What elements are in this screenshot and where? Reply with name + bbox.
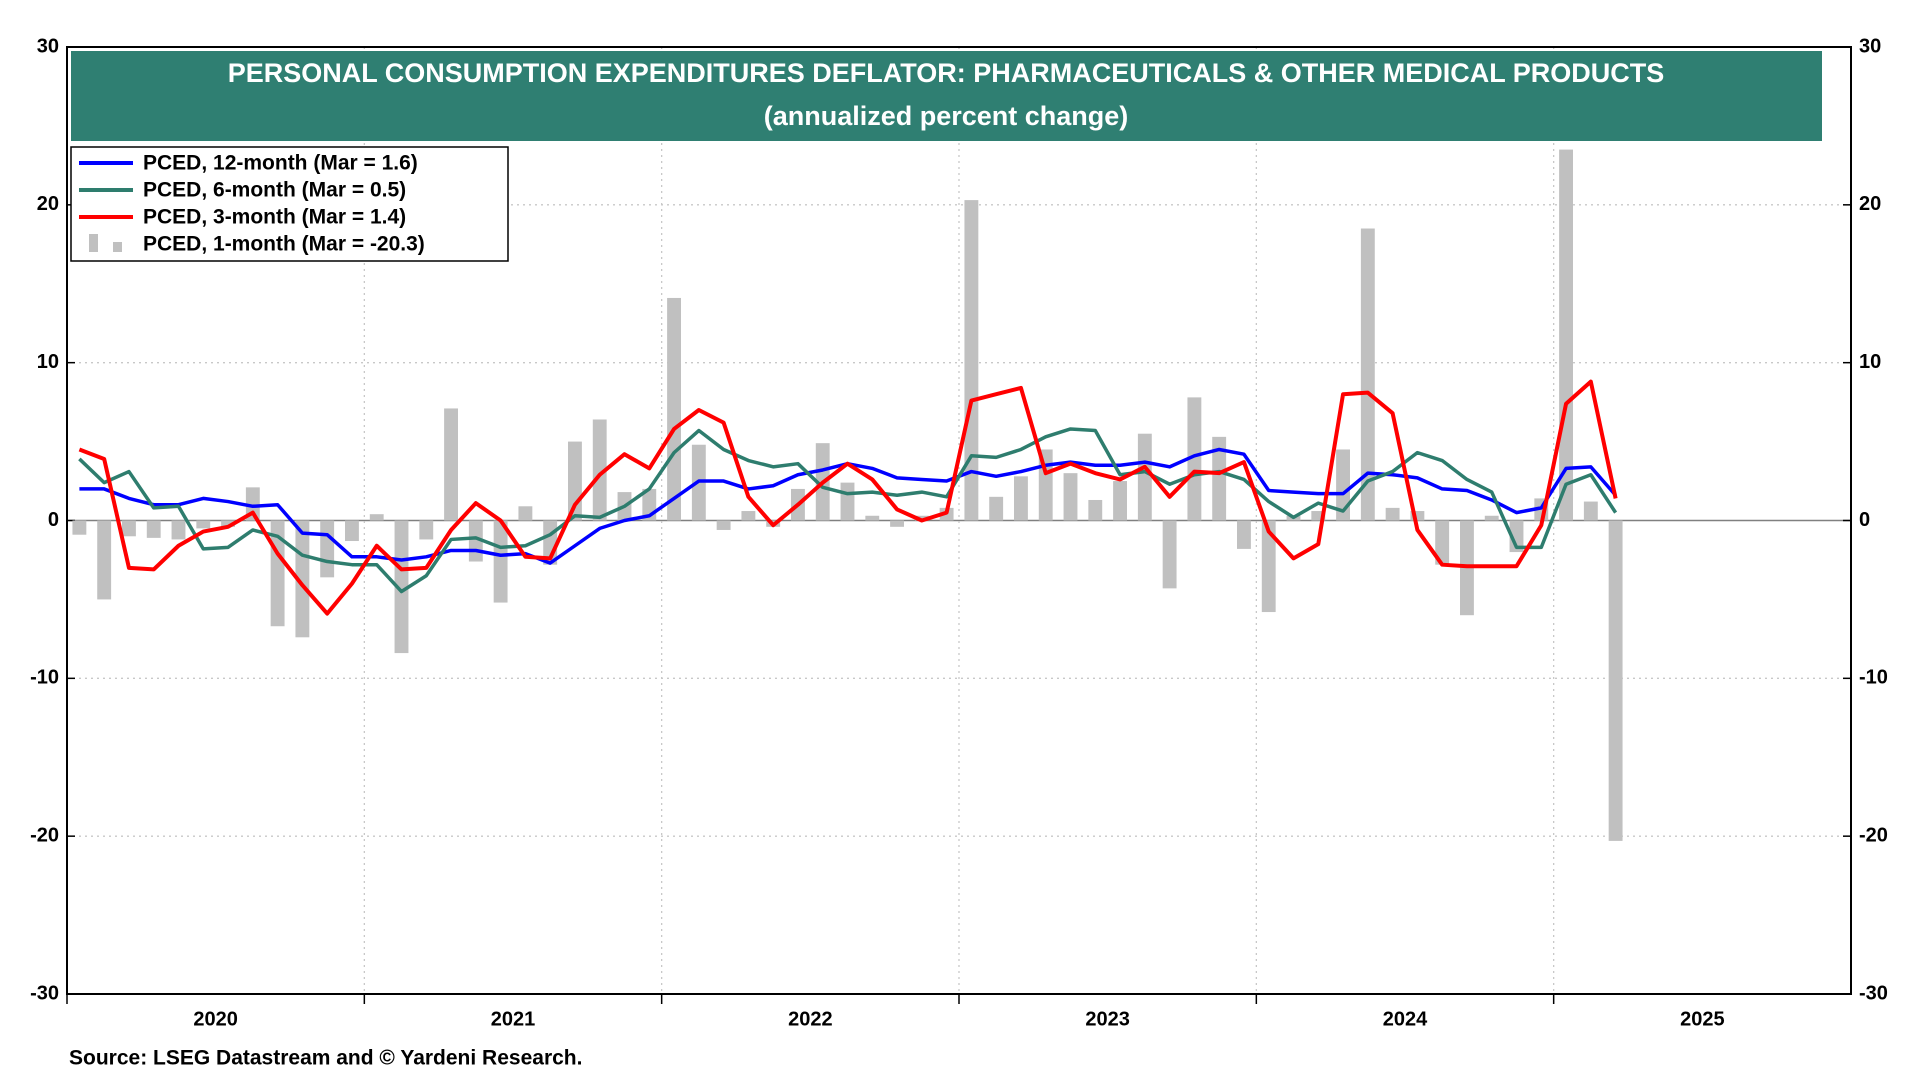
bar xyxy=(1509,520,1524,553)
y2-tick-label: -10 xyxy=(1859,667,1888,689)
legend-label: PCED, 6-month (Mar = 0.5) xyxy=(143,179,406,202)
y2-tick-label: 30 xyxy=(1859,35,1881,57)
x-tick-label: 2020 xyxy=(193,1008,238,1030)
bar xyxy=(171,520,186,540)
y-tick-label: 0 xyxy=(48,509,59,531)
bar xyxy=(295,520,310,638)
bar xyxy=(419,520,434,540)
bar xyxy=(1137,433,1152,521)
legend: PCED, 12-month (Mar = 1.6) PCED, 6-month … xyxy=(70,146,509,262)
bar xyxy=(964,200,979,521)
y-tick-label: -10 xyxy=(30,667,59,689)
bar xyxy=(196,520,211,529)
y-tick-label: 20 xyxy=(37,193,59,215)
bar xyxy=(1435,520,1450,565)
bar xyxy=(1336,449,1350,521)
bar xyxy=(1311,511,1326,521)
bar xyxy=(1237,520,1251,549)
bar xyxy=(840,482,855,521)
legend-swatch xyxy=(113,242,122,252)
plot-frame xyxy=(66,46,1852,995)
bar xyxy=(245,487,260,521)
bar xyxy=(865,515,880,521)
bar xyxy=(1583,501,1598,521)
line-series xyxy=(78,379,1618,616)
y2-tick-label: 20 xyxy=(1859,193,1881,215)
bar xyxy=(72,520,87,535)
x-tick-label: 2021 xyxy=(491,1008,536,1030)
y2-tick-label: 10 xyxy=(1859,351,1881,373)
bar xyxy=(914,515,929,521)
bar xyxy=(1162,520,1177,589)
bar xyxy=(1261,520,1276,613)
bar xyxy=(1014,476,1028,521)
x-tick-label: 2025 xyxy=(1680,1008,1725,1030)
bar xyxy=(122,520,136,537)
bar xyxy=(1113,481,1127,521)
legend-label: PCED, 1-month (Mar = -20.3) xyxy=(143,233,425,256)
bar xyxy=(493,520,508,603)
bar xyxy=(221,520,235,527)
x-tick-label: 2023 xyxy=(1085,1008,1130,1030)
bar xyxy=(1063,473,1078,521)
bar xyxy=(1360,228,1375,521)
bar xyxy=(1385,507,1400,521)
bar xyxy=(1212,436,1227,521)
bar xyxy=(592,419,607,521)
bar xyxy=(890,520,904,527)
y2-tick-label: -20 xyxy=(1859,824,1888,846)
title-box xyxy=(71,51,1822,141)
bar xyxy=(320,520,335,578)
y-tick-label: 30 xyxy=(37,35,59,57)
bar xyxy=(1559,149,1573,521)
source-note: Source: LSEG Datastream and © Yardeni Re… xyxy=(69,1047,582,1070)
y-tick-label: 10 xyxy=(37,351,59,373)
y2-tick-label: 0 xyxy=(1859,509,1870,531)
x-tick-label: 2024 xyxy=(1383,1008,1428,1030)
bar xyxy=(444,408,458,521)
bar xyxy=(1608,520,1623,841)
legend-label: PCED, 3-month (Mar = 1.4) xyxy=(143,206,406,229)
bar xyxy=(518,506,533,521)
bar xyxy=(667,297,681,521)
bar xyxy=(741,511,756,521)
bar xyxy=(1187,397,1202,521)
legend-swatch xyxy=(89,234,98,252)
y-tick-label: -20 xyxy=(30,824,59,846)
bar xyxy=(369,514,384,521)
bar xyxy=(989,496,1004,521)
bar xyxy=(716,520,731,530)
bar xyxy=(97,520,112,600)
bar xyxy=(394,520,409,654)
bar xyxy=(1484,515,1499,521)
bar xyxy=(345,520,359,542)
line-series xyxy=(78,427,1618,594)
y-tick-label: -30 xyxy=(30,982,59,1004)
bar xyxy=(1088,499,1103,521)
chart-title: PERSONAL CONSUMPTION EXPENDITURES DEFLAT… xyxy=(228,58,1665,88)
x-tick-label: 2022 xyxy=(788,1008,833,1030)
y2-tick-label: -30 xyxy=(1859,982,1888,1004)
chart-subtitle: (annualized percent change) xyxy=(764,101,1129,131)
legend-label: PCED, 12-month (Mar = 1.6) xyxy=(143,152,418,175)
bar xyxy=(1410,511,1425,521)
bar xyxy=(146,520,161,538)
legend-box xyxy=(70,146,509,262)
